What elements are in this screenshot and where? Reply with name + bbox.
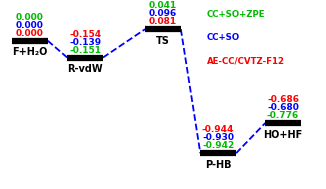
Text: -0.944: -0.944 [202, 125, 234, 135]
Text: 0.096: 0.096 [149, 9, 177, 18]
Text: HO+HF: HO+HF [263, 130, 303, 140]
Text: -0.154: -0.154 [69, 30, 101, 39]
Text: 0.000: 0.000 [16, 13, 44, 22]
Text: P-HB: P-HB [205, 160, 231, 170]
Text: -0.680: -0.680 [267, 103, 299, 112]
Text: -0.942: -0.942 [202, 141, 234, 150]
Text: CC+SO: CC+SO [207, 33, 240, 42]
Text: 0.000: 0.000 [16, 29, 44, 38]
Text: -0.139: -0.139 [69, 38, 101, 47]
Text: F+H₂O: F+H₂O [12, 47, 48, 57]
Text: 0.000: 0.000 [16, 21, 44, 30]
Text: -0.151: -0.151 [69, 46, 101, 55]
Text: R-vdW: R-vdW [67, 64, 103, 74]
Text: -0.776: -0.776 [267, 111, 299, 120]
Text: -0.686: -0.686 [267, 95, 299, 104]
Text: -0.930: -0.930 [202, 133, 234, 142]
Text: 0.081: 0.081 [149, 17, 177, 26]
Text: 0.041: 0.041 [149, 1, 177, 10]
Text: CC+SO+ZPE: CC+SO+ZPE [207, 10, 265, 19]
Text: TS: TS [156, 36, 170, 46]
Text: AE-CC/CVTZ-F12: AE-CC/CVTZ-F12 [207, 57, 285, 66]
